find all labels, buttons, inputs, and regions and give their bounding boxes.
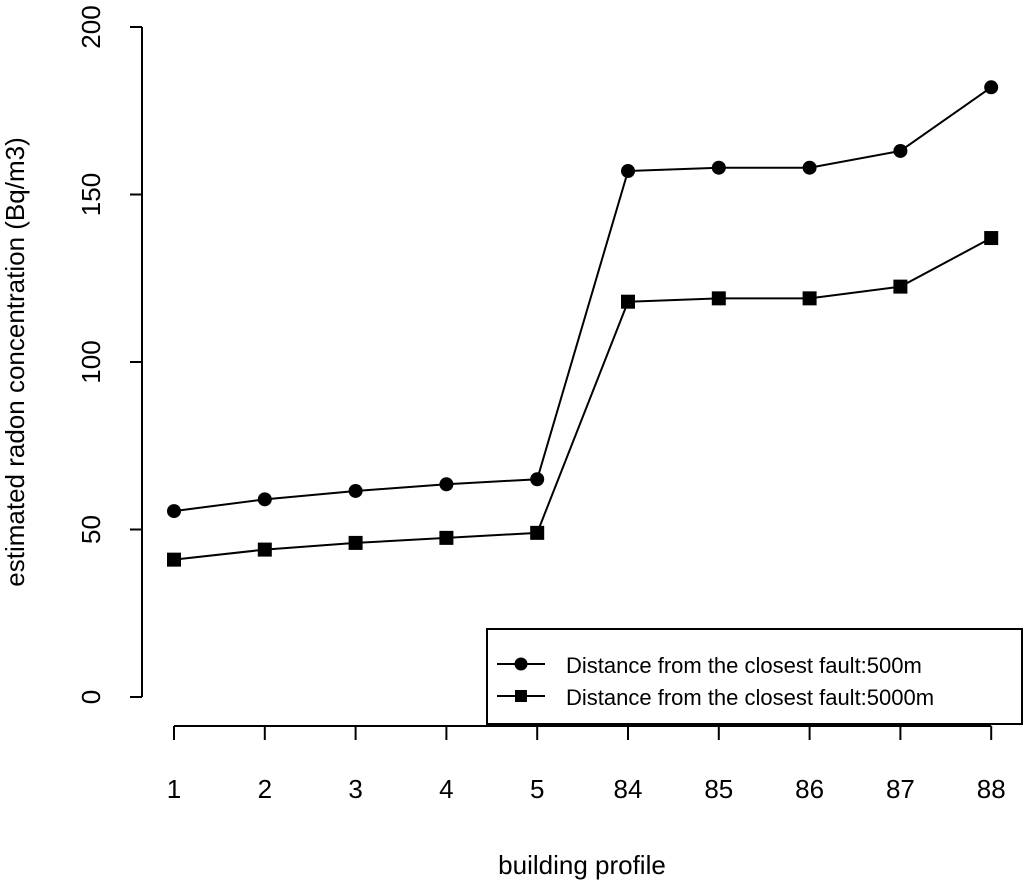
data-point-circle (621, 164, 635, 179)
x-tick-label: 1 (167, 774, 181, 804)
data-point-circle (530, 472, 545, 487)
x-tick-label: 3 (348, 774, 362, 804)
x-tick-label: 5 (530, 774, 544, 804)
data-point-circle (257, 492, 272, 507)
data-point-circle (711, 160, 726, 175)
x-tick-label: 88 (977, 774, 1006, 804)
data-point-square (439, 530, 454, 545)
legend: Distance from the closest fault:500m Dis… (486, 628, 1023, 725)
legend-marker-circle (514, 657, 528, 671)
data-point-square (167, 552, 181, 567)
data-point-square (711, 291, 726, 306)
y-axis-label: estimated radon concentration (Bq/m3) (0, 137, 30, 586)
data-point-square (257, 542, 272, 557)
y-tick-label: 50 (76, 515, 106, 544)
data-point-square (530, 525, 545, 540)
data-point-circle (439, 477, 454, 492)
data-point-square (802, 291, 817, 306)
y-tick-label: 0 (76, 690, 106, 704)
data-point-square (621, 294, 635, 309)
x-tick-label: 2 (258, 774, 272, 804)
x-tick-label: 85 (704, 774, 733, 804)
legend-label-5000m: Distance from the closest fault:5000m (566, 685, 934, 710)
data-point-square (984, 231, 999, 246)
data-point-circle (802, 160, 817, 175)
y-tick-label: 150 (76, 173, 106, 216)
x-tick-label: 87 (886, 774, 915, 804)
legend-box (486, 628, 1023, 725)
legend-label-500m: Distance from the closest fault:500m (566, 653, 922, 678)
y-tick-label: 200 (76, 5, 106, 48)
series-line-1 (173, 237, 992, 561)
x-tick-label: 86 (795, 774, 824, 804)
series-line-0 (173, 86, 992, 513)
legend-marker-square (515, 690, 527, 702)
data-point-circle (348, 483, 363, 498)
x-tick-label: 4 (439, 774, 453, 804)
data-point-circle (167, 504, 181, 519)
series-layer (167, 80, 999, 567)
data-point-circle (893, 143, 908, 158)
data-point-square (893, 279, 908, 294)
data-point-circle (984, 80, 999, 95)
y-axis: 0 50 100 150 200 (76, 5, 143, 704)
x-axis: 1 2 3 4 5 84 85 86 87 88 (167, 725, 1006, 804)
data-point-square (348, 535, 363, 550)
x-axis-label: building profile (498, 850, 666, 880)
y-tick-label: 100 (76, 340, 106, 383)
x-tick-label: 84 (614, 774, 643, 804)
